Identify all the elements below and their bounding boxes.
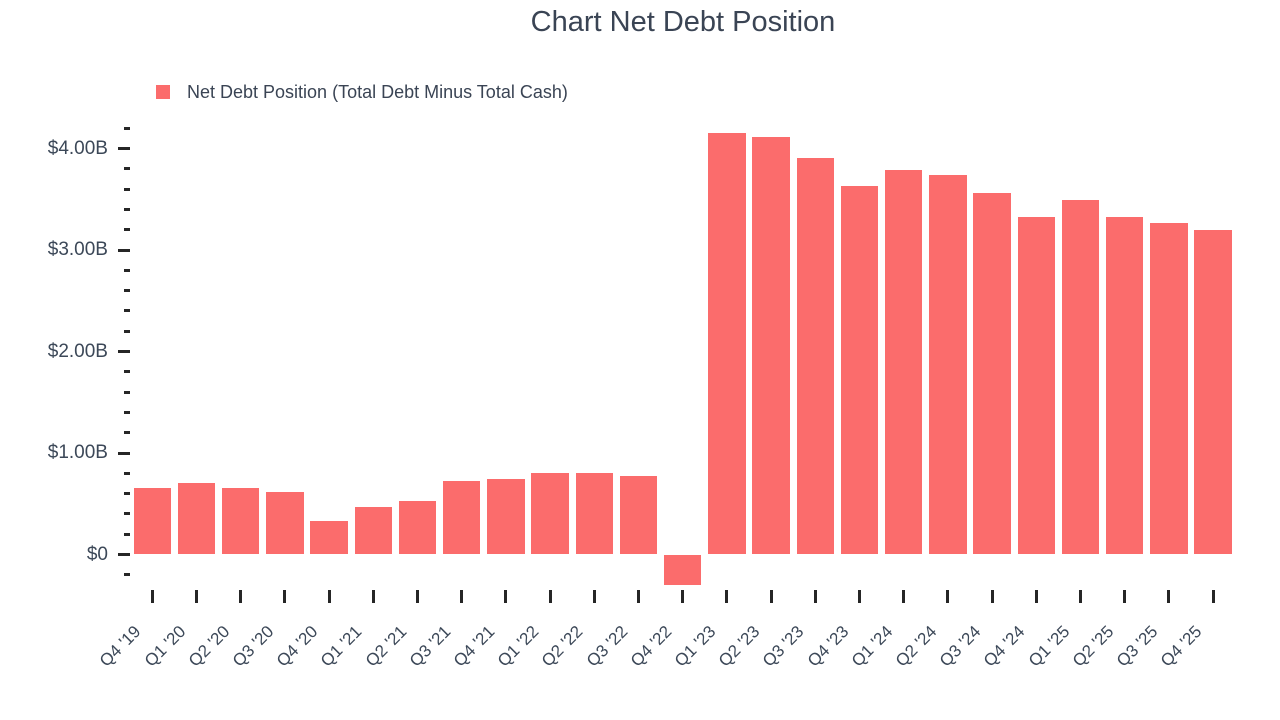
y-axis-minor-tick: [123, 390, 130, 394]
x-axis-tick: [725, 590, 729, 603]
y-axis-major-tick: [118, 248, 130, 252]
x-axis-tick: [946, 590, 950, 603]
x-axis-tick: [548, 590, 552, 603]
bar-q3-21[interactable]: [442, 481, 481, 555]
x-axis-tick: [1079, 590, 1082, 603]
y-axis-minor-tick: [123, 329, 130, 333]
y-axis-minor-tick: [123, 410, 130, 414]
y-axis-minor-tick: [123, 207, 130, 211]
x-axis-tick: [858, 590, 861, 603]
x-axis-tick: [371, 590, 375, 603]
bar-q1-25[interactable]: [1061, 200, 1100, 555]
y-axis-major-tick: [118, 553, 130, 556]
bar-q2-23[interactable]: [752, 137, 790, 555]
x-axis-tick: [327, 590, 331, 603]
bar-q3-25[interactable]: [1150, 222, 1188, 555]
bar-q4-25[interactable]: [1194, 229, 1232, 555]
x-axis-tick: [504, 590, 508, 603]
x-axis-tick: [1211, 590, 1215, 603]
x-axis-tick: [1123, 590, 1127, 603]
chart-title: Chart Net Debt Position: [530, 6, 836, 38]
bar-q1-20[interactable]: [177, 483, 216, 555]
bar-q4-20[interactable]: [310, 521, 348, 555]
bar-q4-21[interactable]: [487, 479, 525, 555]
y-axis-minor-tick: [123, 431, 130, 435]
bar-q2-22[interactable]: [575, 473, 614, 555]
y-axis-minor-tick: [123, 512, 130, 516]
x-axis-tick: [592, 590, 596, 603]
x-axis-tick: [902, 590, 906, 603]
y-axis-label: $2.00B: [47, 340, 108, 362]
legend[interactable]: Net Debt Position (Total Debt Minus Tota…: [156, 82, 568, 102]
x-axis-tick: [283, 590, 287, 603]
y-axis-label: $1.00B: [47, 442, 108, 463]
x-axis-tick: [1034, 590, 1038, 603]
y-axis-minor-tick: [123, 126, 130, 130]
bar-q4-19[interactable]: [133, 487, 172, 555]
y-axis-minor-tick: [123, 187, 130, 191]
x-axis-tick: [769, 590, 773, 603]
y-axis-major-tick: [118, 147, 130, 150]
y-axis-minor-tick: [123, 573, 130, 577]
bar-q4-24[interactable]: [1017, 216, 1056, 555]
x-axis-tick: [637, 590, 640, 603]
bar-q3-24[interactable]: [973, 193, 1011, 555]
bar-q2-24[interactable]: [929, 174, 967, 555]
bar-q1-24[interactable]: [884, 169, 923, 555]
y-axis-minor-tick: [123, 532, 130, 536]
x-axis-tick: [990, 590, 994, 603]
bar-q2-20[interactable]: [221, 487, 260, 555]
y-axis-minor-tick: [123, 228, 130, 232]
bar-q4-23[interactable]: [840, 186, 879, 555]
x-axis-tick: [416, 590, 419, 603]
y-axis-major-tick: [118, 350, 130, 353]
y-axis-minor-tick: [123, 492, 130, 496]
bar-q2-25[interactable]: [1105, 216, 1144, 555]
legend-marker-icon: [156, 85, 170, 99]
bar-q3-20[interactable]: [266, 491, 304, 555]
y-axis-minor-tick: [123, 309, 130, 313]
x-axis-tick: [239, 590, 243, 603]
legend-label: Net Debt Position (Total Debt Minus Tota…: [187, 81, 568, 102]
y-axis-minor-tick: [123, 370, 130, 374]
bar-q4-22[interactable]: [663, 554, 702, 585]
bar-q1-22[interactable]: [531, 473, 569, 555]
bar-q1-21[interactable]: [354, 506, 393, 555]
bar-q3-23[interactable]: [796, 157, 835, 555]
y-axis-label: $0: [86, 543, 108, 565]
x-axis-tick: [1167, 590, 1171, 603]
x-axis-tick: [460, 590, 464, 603]
x-axis-tick: [150, 590, 154, 603]
y-axis-major-tick: [118, 451, 130, 455]
x-axis-tick: [813, 590, 817, 603]
x-axis-tick: [195, 590, 198, 603]
bar-q3-22[interactable]: [619, 476, 658, 555]
y-axis-label: $3.00B: [47, 239, 108, 260]
bar-q1-23[interactable]: [708, 133, 746, 555]
x-axis-tick: [681, 590, 685, 603]
y-axis-minor-tick: [123, 289, 130, 293]
y-axis-minor-tick: [123, 268, 130, 272]
bar-q2-21[interactable]: [398, 500, 437, 555]
y-axis-minor-tick: [123, 167, 130, 171]
y-axis-label: $4.00B: [47, 137, 108, 159]
y-axis-minor-tick: [123, 471, 130, 475]
